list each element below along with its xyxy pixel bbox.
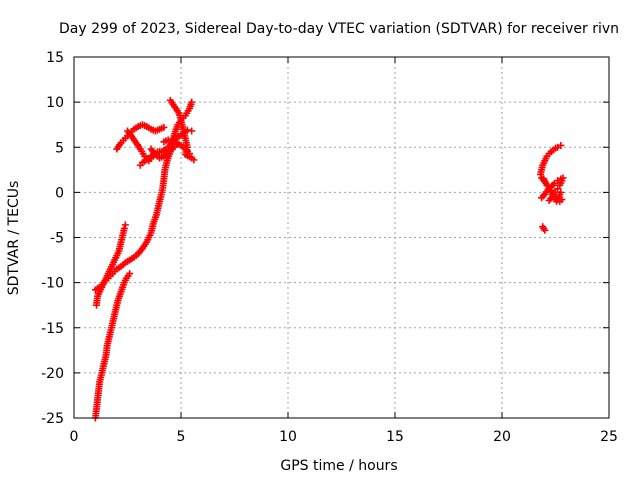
x-tick-label: 25 bbox=[600, 429, 618, 445]
y-tick-label: -5 bbox=[50, 231, 64, 247]
data-point bbox=[164, 136, 172, 144]
x-axis-label: GPS time / hours bbox=[280, 458, 397, 474]
x-tick-label: 5 bbox=[177, 429, 186, 445]
x-tick-label: 15 bbox=[386, 429, 404, 445]
data-point bbox=[183, 126, 191, 134]
data-point bbox=[190, 156, 198, 164]
data-point bbox=[188, 98, 196, 106]
axis-ticks: 0 5 10 15 20 25 15 10 5 0 -5 -10 -15 -20 -25 bbox=[41, 50, 618, 445]
data-point bbox=[557, 141, 565, 149]
data-point bbox=[126, 270, 134, 278]
y-tick-label: -15 bbox=[41, 321, 64, 337]
data-point bbox=[173, 141, 181, 149]
data-point bbox=[186, 150, 194, 158]
data-point bbox=[160, 123, 168, 131]
y-tick-label: -10 bbox=[41, 276, 64, 292]
data-point bbox=[188, 127, 196, 135]
y-tick-label: -20 bbox=[41, 366, 64, 382]
plot-frame bbox=[73, 56, 610, 419]
data-point bbox=[552, 188, 559, 196]
x-tick-label: 10 bbox=[279, 429, 297, 445]
data-point bbox=[558, 177, 566, 185]
grid-lines bbox=[74, 57, 609, 418]
y-tick-label: 10 bbox=[46, 95, 64, 111]
data-point bbox=[541, 226, 549, 234]
x-tick-label: 0 bbox=[70, 429, 79, 445]
data-point bbox=[554, 185, 562, 193]
y-tick-label: -25 bbox=[41, 411, 64, 427]
y-axis-label: SDTVAR / TECUs bbox=[6, 181, 22, 296]
data-point bbox=[121, 221, 129, 229]
x-tick-label: 20 bbox=[493, 429, 511, 445]
data-point bbox=[156, 148, 164, 156]
data-point bbox=[120, 224, 128, 232]
y-tick-label: 0 bbox=[55, 185, 64, 201]
y-tick-label: 5 bbox=[55, 140, 64, 156]
data-points bbox=[91, 96, 567, 422]
chart-title: Day 299 of 2023, Sidereal Day-to-day VTE… bbox=[59, 21, 619, 37]
y-tick-label: 15 bbox=[46, 50, 64, 66]
